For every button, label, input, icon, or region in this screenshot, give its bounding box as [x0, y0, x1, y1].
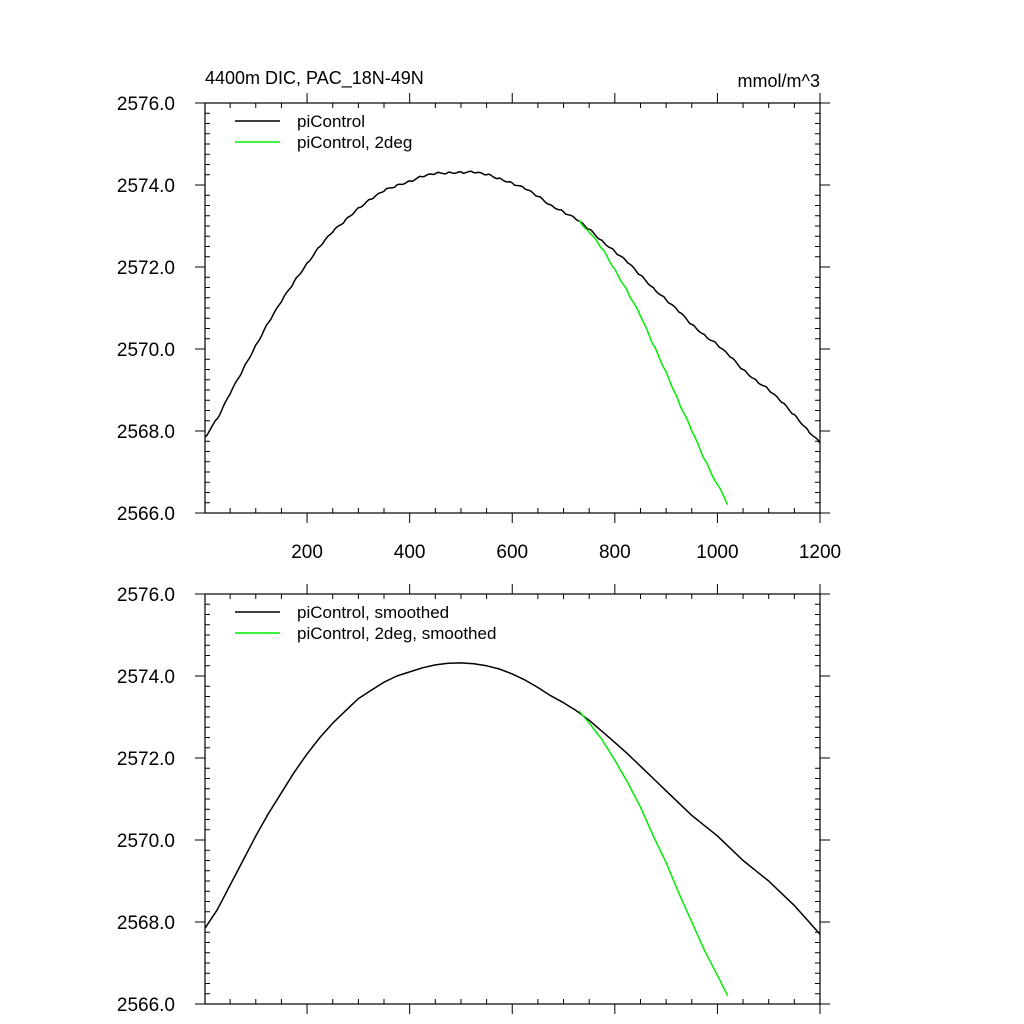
series-line-picontrol-2deg — [578, 219, 729, 506]
series-line-picontrol — [204, 170, 821, 444]
x-tick-label: 1200 — [799, 542, 841, 563]
series-line-picontrol-smoothed — [204, 662, 821, 935]
legend: piControl, smoothed piControl, 2deg, smo… — [235, 603, 496, 643]
y-tick-label: 2574.0 — [117, 176, 175, 197]
x-tick-label: 1000 — [696, 542, 738, 563]
x-tick-labels: 200 400 600 800 1000 1200 — [291, 542, 841, 563]
tick-marks — [195, 93, 830, 523]
y-tick-label: 2568.0 — [117, 422, 175, 443]
y-tick-label: 2568.0 — [117, 913, 175, 934]
legend-label-picontrol-2deg-smoothed: piControl, 2deg, smoothed — [297, 624, 496, 643]
y-tick-label: 2574.0 — [117, 667, 175, 688]
y-tick-label: 2566.0 — [117, 995, 175, 1016]
y-tick-label: 2576.0 — [117, 585, 175, 606]
x-tick-label: 200 — [291, 542, 323, 563]
x-tick-label: 600 — [496, 542, 528, 563]
tick-marks — [195, 584, 830, 1014]
plot-frame — [204, 102, 821, 514]
y-tick-label: 2570.0 — [117, 831, 175, 852]
plot-frame — [204, 593, 821, 1005]
units-label: mmol/m^3 — [738, 71, 820, 91]
top-panel: 4400m DIC, PAC_18N-49N mmol/m^3 2566.025… — [117, 68, 841, 563]
series-lines — [204, 662, 821, 997]
series-lines — [204, 170, 821, 506]
x-tick-label: 800 — [599, 542, 631, 563]
x-tick-label: 400 — [394, 542, 426, 563]
y-tick-label: 2570.0 — [117, 340, 175, 361]
y-tick-label: 2572.0 — [117, 749, 175, 770]
series-line-picontrol-2deg-smoothed — [578, 710, 729, 997]
chart-title: 4400m DIC, PAC_18N-49N — [205, 68, 424, 89]
legend: piControl piControl, 2deg — [235, 112, 412, 152]
y-tick-labels: 2566.0 2568.0 2570.0 2572.0 2574.0 2576.0 — [117, 585, 175, 1016]
legend-label-picontrol: piControl — [297, 112, 365, 131]
bottom-panel: 2566.0 2568.0 2570.0 2572.0 2574.0 2576.0 piC… — [117, 584, 830, 1016]
y-tick-label: 2576.0 — [117, 94, 175, 115]
y-tick-label: 2566.0 — [117, 504, 175, 525]
y-tick-labels: 2566.0 2568.0 2570.0 2572.0 2574.0 2576.0 — [117, 94, 175, 525]
legend-label-picontrol-smoothed: piControl, smoothed — [297, 603, 449, 622]
legend-label-picontrol-2deg: piControl, 2deg — [297, 133, 412, 152]
y-tick-label: 2572.0 — [117, 258, 175, 279]
